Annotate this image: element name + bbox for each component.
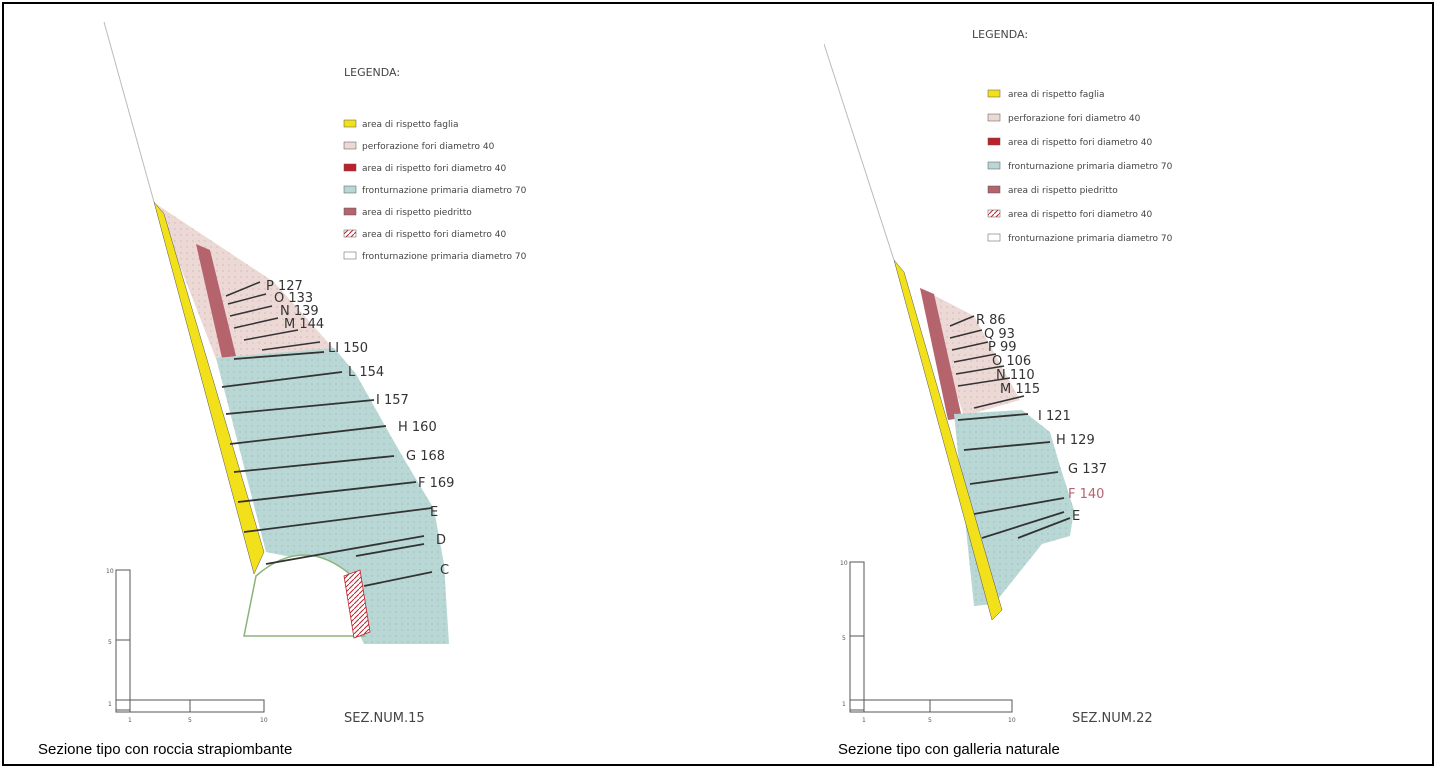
upper-drill-lines <box>225 281 321 351</box>
scale-bar <box>115 569 265 713</box>
scale-tick-label: 1 <box>862 717 866 724</box>
legend-item: fronturnazione primaria diametro 70 <box>362 252 527 262</box>
drilling-area-pink <box>156 204 334 359</box>
hatched-patch <box>343 569 371 639</box>
row-label: G 168 <box>406 449 445 464</box>
row-label: I 157 <box>376 393 409 408</box>
legend-item: fronturnazione primaria diametro 70 <box>1008 234 1173 244</box>
scale-tick-label: 1 <box>128 717 132 724</box>
legend-item: area di rispetto piedritto <box>362 208 472 218</box>
row-label: F 140 <box>1068 487 1104 502</box>
section-label: SEZ.NUM.22 <box>1072 711 1153 726</box>
piedritto-band <box>196 244 236 358</box>
legend: LEGENDA: area di rispetto faglia perfora… <box>972 28 1173 244</box>
caption-left: Sezione tipo con roccia strapiombante <box>38 741 293 758</box>
primary-face-area <box>216 348 449 644</box>
scale-tick-label: 10 <box>106 568 114 575</box>
legend-swatch-hatch <box>987 209 1001 218</box>
upper-drill-lines <box>949 315 1025 409</box>
legend-swatch-hatch <box>343 229 357 238</box>
section-22-drawing: R 86 Q 93 P 99 O 106 N 110 M 115 I 121 H… <box>823 28 1173 726</box>
slope-line <box>823 43 895 261</box>
legend-swatch-maroon <box>987 185 1001 194</box>
legend-swatch-white <box>987 233 1001 242</box>
legend-swatch-yellow <box>343 119 357 128</box>
slope-line <box>103 21 155 203</box>
row-label: G 137 <box>1068 462 1107 477</box>
legend-item: area di rispetto fori diametro 40 <box>1008 210 1152 220</box>
legend-title: LEGENDA: <box>972 28 1028 41</box>
row-label: M 144 <box>284 317 324 332</box>
legend-item: perforazione fori diametro 40 <box>362 142 495 152</box>
legend-swatch-maroon <box>343 207 357 216</box>
row-label: N 139 <box>280 304 319 319</box>
legend-item: area di rispetto fori diametro 40 <box>1008 138 1152 148</box>
legend-swatch-yellow <box>987 89 1001 98</box>
scale-tick-label: 5 <box>928 717 932 724</box>
row-label: D <box>436 533 446 548</box>
piedritto-band <box>920 288 962 420</box>
row-label: L 154 <box>348 365 384 380</box>
legend-title: LEGENDA: <box>344 66 400 79</box>
legend-swatch-pink <box>987 113 1001 122</box>
row-label: O 133 <box>274 291 313 306</box>
scale-tick-label: 5 <box>188 717 192 724</box>
row-label: I 121 <box>1038 409 1071 424</box>
main-drill-lines <box>957 413 1071 539</box>
legend-item: perforazione fori diametro 40 <box>1008 114 1141 124</box>
scale-tick-label: 10 <box>1008 717 1016 724</box>
row-label: H 160 <box>398 420 437 435</box>
legend-swatch-teal <box>343 185 357 194</box>
legend-swatch-white <box>343 251 357 260</box>
drilling-area-pink <box>920 288 1020 416</box>
scale-tick-label: 1 <box>108 701 112 708</box>
legend-swatch-red <box>987 137 1001 146</box>
legend-item: fronturnazione primaria diametro 70 <box>1008 162 1173 172</box>
section-15-drawing: P 127 O 133 N 139 M 144 LI 150 L 154 I 1… <box>103 21 527 726</box>
scale-tick-label: 10 <box>840 560 848 567</box>
scale-tick-label: 5 <box>108 639 112 646</box>
legend-item: area di rispetto fori diametro 40 <box>362 164 506 174</box>
scale-tick-label: 1 <box>842 701 846 708</box>
row-label: M 115 <box>1000 382 1040 397</box>
legend-item: area di rispetto faglia <box>362 120 458 130</box>
fault-band <box>893 259 1003 621</box>
row-label: O 106 <box>992 354 1031 369</box>
legend-item: fronturnazione primaria diametro 70 <box>362 186 527 196</box>
caption-right: Sezione tipo con galleria naturale <box>838 741 1060 758</box>
main-drill-lines <box>221 351 433 587</box>
section-label: SEZ.NUM.15 <box>344 711 425 726</box>
row-label: P 127 <box>266 279 303 294</box>
fault-band <box>153 201 265 575</box>
legend-item: area di rispetto faglia <box>1008 90 1104 100</box>
section-22-panel: R 86 Q 93 P 99 O 106 N 110 M 115 I 121 H… <box>823 4 1432 764</box>
row-label: H 129 <box>1056 433 1095 448</box>
row-label: F 169 <box>418 476 454 491</box>
legend-swatch-teal <box>987 161 1001 170</box>
legend-swatch-red <box>343 163 357 172</box>
row-label: Q 93 <box>984 327 1015 342</box>
row-label: R 86 <box>976 313 1006 328</box>
scale-bar <box>849 561 1013 713</box>
row-label: E <box>430 505 438 520</box>
scale-tick-label: 10 <box>260 717 268 724</box>
legend-swatch-pink <box>343 141 357 150</box>
row-label: P 99 <box>988 340 1017 355</box>
legend: LEGENDA: area di rispetto faglia perfora… <box>343 66 527 262</box>
legend-item: area di rispetto fori diametro 40 <box>362 230 506 240</box>
row-label: C <box>440 563 449 578</box>
row-label: E <box>1072 509 1080 524</box>
row-label: LI 150 <box>328 341 368 356</box>
legend-item: area di rispetto piedritto <box>1008 186 1118 196</box>
scale-tick-label: 5 <box>842 635 846 642</box>
section-15-panel: P 127 O 133 N 139 M 144 LI 150 L 154 I 1… <box>4 4 824 764</box>
row-label: N 110 <box>996 368 1035 383</box>
